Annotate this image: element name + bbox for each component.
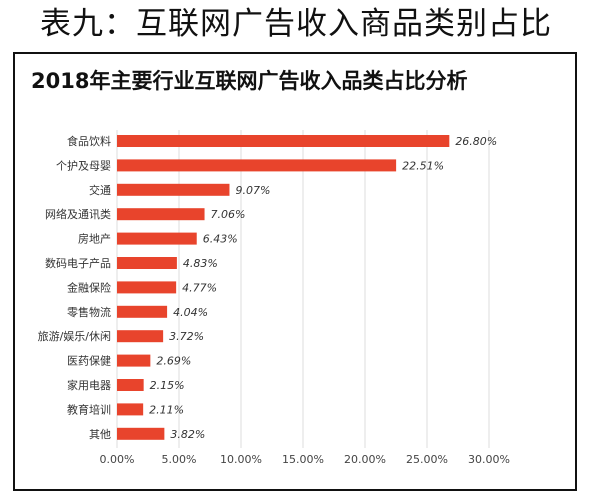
x-tick-label-6: 30.00% [468, 453, 510, 466]
category-label-5: 数码电子产品 [45, 256, 111, 270]
bar-9 [117, 354, 151, 367]
value-label-5: 4.83% [183, 257, 218, 270]
value-label-4: 6.43% [203, 233, 238, 246]
category-label-9: 医药保健 [67, 354, 111, 368]
category-label-3: 网络及通讯类 [45, 207, 111, 221]
category-label-10: 家用电器 [67, 378, 111, 392]
value-label-11: 2.11% [149, 403, 184, 416]
category-label-4: 房地产 [78, 232, 111, 246]
x-tick-label-1: 5.00% [162, 453, 197, 466]
chart-title: 2018年主要行业互联网广告收入品类占比分析 [31, 69, 467, 93]
x-tick-label-4: 20.00% [344, 453, 386, 466]
grid-lines [116, 130, 490, 448]
x-tick-label-2: 10.00% [220, 453, 262, 466]
bar-1 [117, 159, 397, 172]
bar-12 [117, 427, 165, 440]
x-tick-label-0: 0.00% [100, 453, 135, 466]
bar-0 [117, 135, 450, 147]
bars [117, 135, 450, 440]
x-tick-label-3: 15.00% [282, 453, 324, 466]
bar-7 [117, 305, 168, 318]
category-label-6: 金融保险 [67, 280, 111, 294]
category-label-8: 旅游/娱乐/休闲 [38, 329, 111, 343]
bar-4 [117, 232, 197, 245]
value-label-0: 26.80% [455, 135, 497, 148]
bar-10 [117, 379, 144, 391]
category-label-12: 其他 [89, 428, 111, 441]
value-label-3: 7.06% [211, 208, 246, 221]
page-title: 表九：互联网广告收入商品类别占比 [40, 6, 552, 42]
labels: 0.00% 5.00% 10.00% 15.00% 20.00% 25.00% 30.00%… [38, 134, 510, 466]
bar-2 [117, 183, 230, 196]
value-label-10: 2.15% [150, 379, 185, 392]
category-label-0: 食品饮料 [67, 134, 111, 148]
value-label-1: 22.51% [402, 159, 444, 172]
value-label-2: 9.07% [235, 184, 270, 197]
value-label-8: 3.72% [169, 330, 204, 343]
bar-5 [117, 257, 177, 269]
bar-3 [117, 208, 205, 221]
chart-frame: 2018年主要行业互联网广告收入品类占比分析 0.00% 5.00% 10.00% 1… [13, 52, 577, 491]
value-label-6: 4.77% [182, 281, 217, 294]
category-label-2: 交通 [89, 183, 111, 197]
category-label-1: 个护及母婴 [56, 158, 111, 172]
value-label-12: 3.82% [170, 428, 205, 441]
value-label-9: 2.69% [156, 355, 191, 368]
bar-11 [117, 403, 144, 416]
category-label-7: 零售物流 [67, 305, 111, 319]
bar-8 [117, 330, 164, 343]
bar-6 [117, 281, 177, 294]
value-label-7: 4.04% [173, 306, 208, 319]
category-label-11: 教育培训 [67, 402, 111, 416]
bar-chart: 2018年主要行业互联网广告收入品类占比分析 0.00% 5.00% 10.00% 1… [31, 69, 510, 466]
x-tick-label-5: 25.00% [406, 453, 448, 466]
